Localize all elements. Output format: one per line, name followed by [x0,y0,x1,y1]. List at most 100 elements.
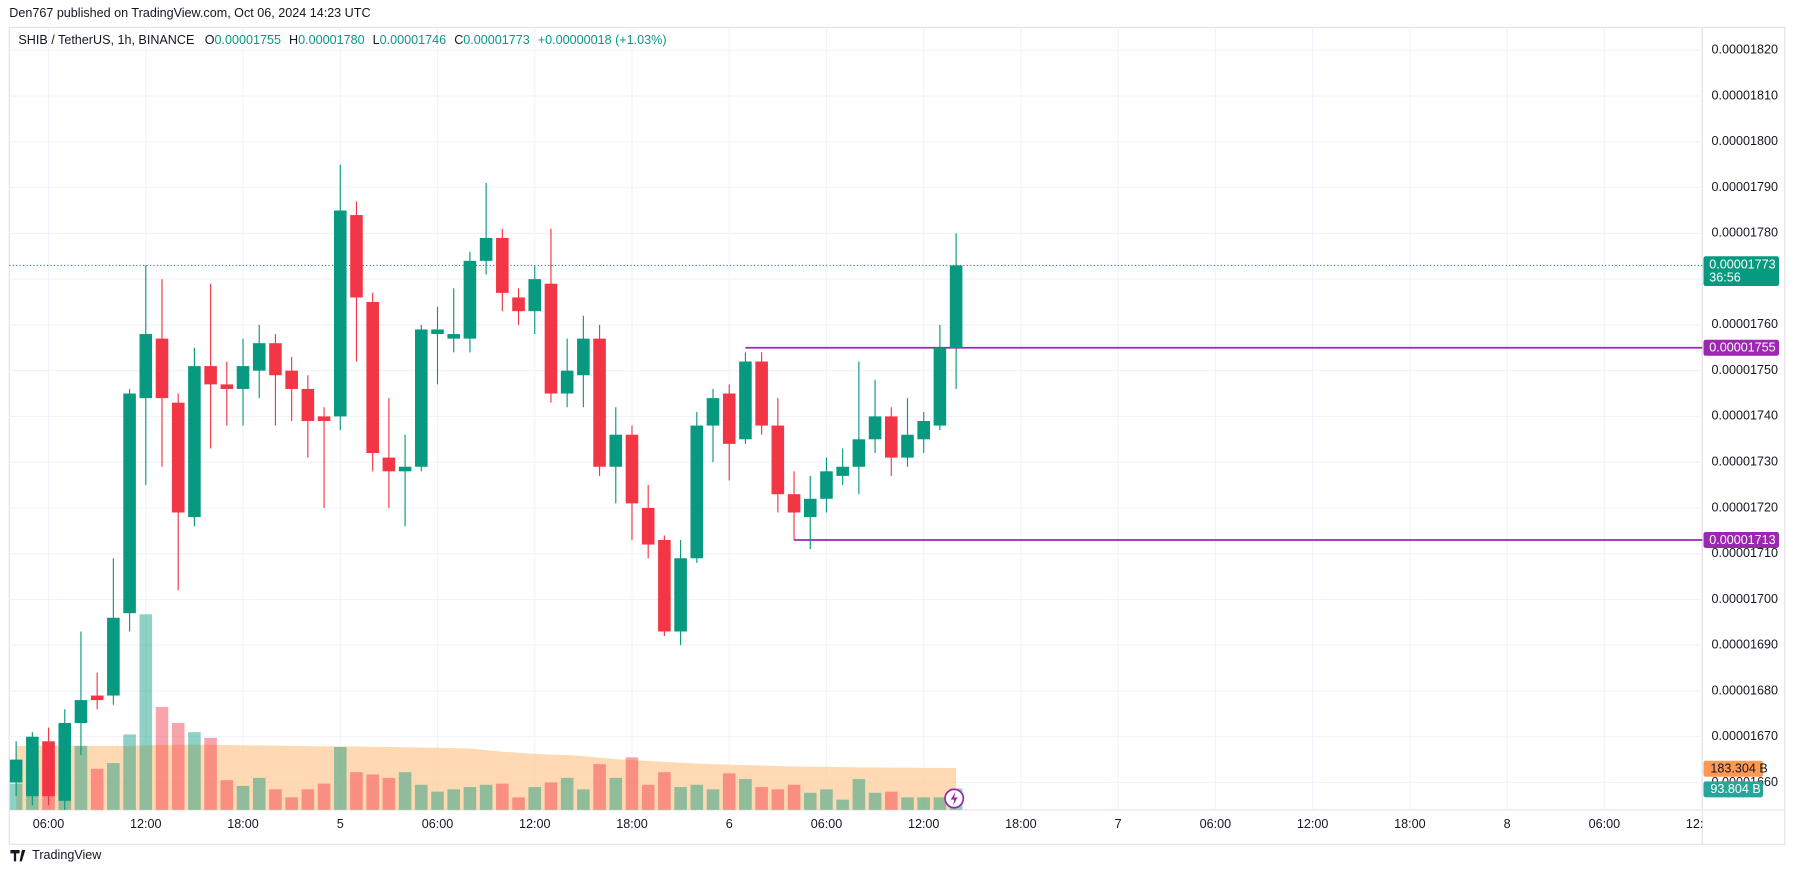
legend: SHIB / TetherUS, 1h, BINANCE O0.00001755… [18,34,666,48]
candle-body [479,237,493,261]
x-tick-label: 12:00 [519,817,550,831]
volume-bar [884,791,898,810]
candle-body [188,366,201,518]
y-tick-label: 0.00001780 [1712,226,1778,240]
volume-bar [220,780,234,810]
legend-key: H [289,34,298,48]
volume-bar [577,789,590,810]
x-tick-label: 8 [1504,817,1511,831]
candle-body [593,338,606,467]
last-price-box [1703,256,1780,286]
frame [8,26,1786,845]
candle-body [496,237,509,293]
candle-body [820,471,833,499]
x-tick-label: 18:00 [1394,817,1425,831]
candle-body [641,507,655,545]
candle-body [852,439,866,467]
x-tick-label: 18:00 [227,817,258,831]
candle-body [123,393,136,614]
candle-body [74,700,88,723]
volume-bar [107,763,120,810]
level-label: 0.00001713 [1709,533,1775,547]
plot [9,164,1703,810]
time-axis: 06:00 12:00 18:00 5 06:00 12:00 18:00 6 06:00 12:… [33,817,1703,831]
volume-bar [739,779,752,810]
y-tick-label: 0.00001720 [1712,500,1778,514]
candle-body [285,370,298,389]
candle-body [722,393,736,444]
candle-body [26,736,39,797]
candle-body [690,425,704,559]
legend-value: 0.00001746 [380,34,446,48]
volume-bar [593,764,606,810]
x-tick-label: 18:00 [1005,817,1036,831]
candle-body [42,741,55,797]
volume-bar [625,757,639,810]
candle-body [431,329,444,335]
x-tick-label: 12:00 [908,817,939,831]
level-label-box [1703,531,1780,548]
volume-bar [236,785,250,810]
symbol: SHIB / TetherUS, 1h, BINANCE [18,34,194,48]
footer-brand: TradingView [32,848,102,862]
countdown: 36:56 [1709,270,1740,284]
volume-bar [139,614,153,810]
x-tick-label: 12:00 [130,817,161,831]
candle-body [301,388,315,421]
candle-body [739,361,752,440]
volume-bar [301,789,315,810]
volume-bar [366,774,379,810]
candle-body [382,457,396,472]
volume-bar [690,784,704,810]
volume-pane [9,614,963,810]
y-tick-label: 0.00001820 [1712,43,1778,57]
candle-body [771,425,785,495]
legend-value: 0.00001773 [463,34,529,48]
candle-body [155,338,169,399]
volume-bar [658,772,671,810]
candle-body [333,210,347,417]
volume-label: 93.804 B [1710,782,1760,796]
candle-body [674,558,687,632]
legend-value: 0.00001755 [215,34,281,48]
y-tick-label: 0.00001710 [1712,546,1778,560]
volume-bar [269,789,282,810]
candle-body [755,361,768,426]
volume-label-box [1703,781,1763,798]
lightning-icon [944,788,965,809]
volume-bar [528,787,542,810]
candle-body [528,279,542,312]
volume-bar [350,772,363,810]
y-tick-label: 0.00001760 [1712,317,1778,331]
candle-body [236,366,250,389]
x-tick-label: 5 [337,817,344,831]
x-tick-label: 6 [726,817,733,831]
volume-ma-area [16,744,957,810]
volume-bar [463,787,477,810]
volume-bar [787,784,801,810]
volume-bar [171,722,185,810]
last-price-label: 0.00001773 [1709,258,1775,272]
candle-body [9,759,23,783]
volume-bar [479,784,493,810]
y-tick-label: 0.00001690 [1712,638,1778,652]
y-tick-label: 0.00001700 [1712,592,1778,606]
volume-bar [512,797,525,810]
level-label: 0.00001755 [1709,341,1775,355]
volume-bar [674,787,687,810]
volume-bar [560,777,574,810]
candle-body [544,283,558,394]
candle-body [350,215,363,298]
price-axis: 0.00001820 0.00001810 0.00001800 0.00001790… [1703,43,1780,798]
candle-body [577,338,590,376]
volume-bar [74,745,88,810]
candle-body [658,539,671,632]
volume-bar [836,799,849,810]
volume-bar [123,734,136,810]
volume-bar [188,732,201,810]
candle-body [171,402,185,513]
volume-bar [771,789,785,810]
candle-body [917,420,930,440]
